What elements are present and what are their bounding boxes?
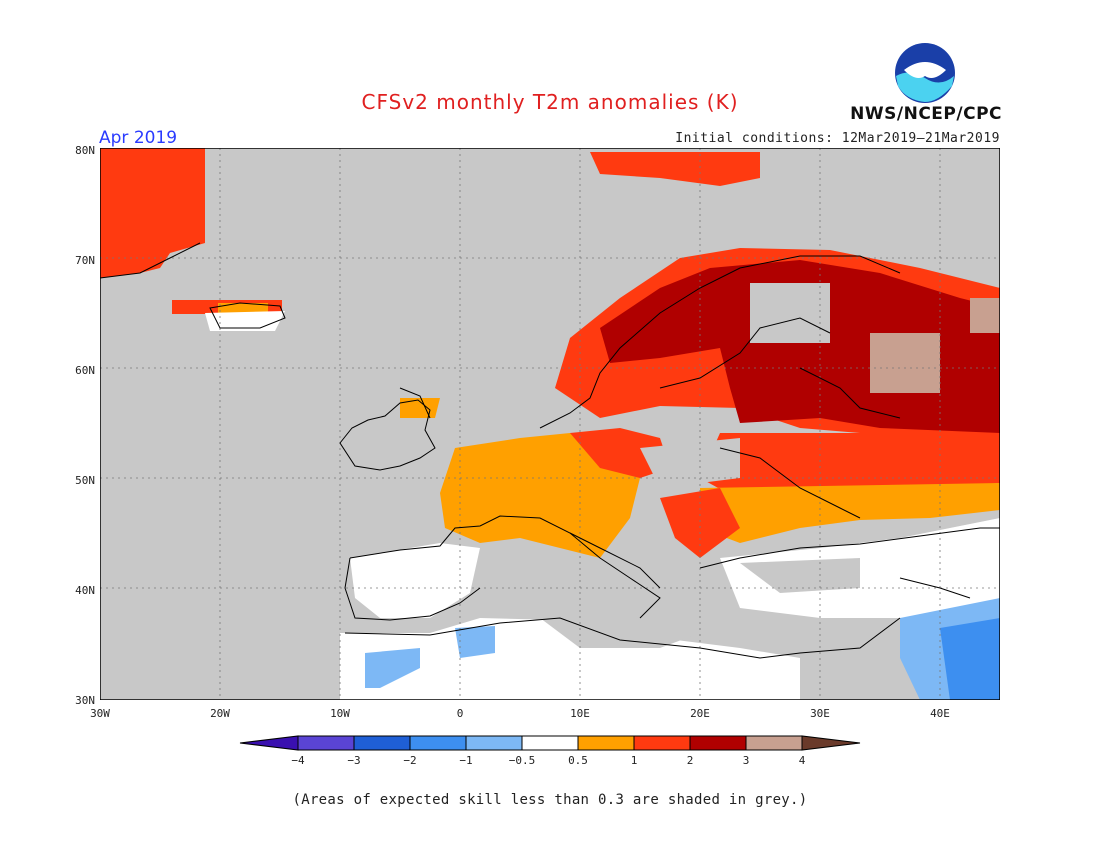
legend-tick-label: −1 [459, 754, 472, 767]
legend-swatch [409, 735, 467, 751]
noaa-logo-icon [895, 43, 955, 103]
legend-tick-label: −0.5 [509, 754, 536, 767]
greenland-anomaly [100, 148, 205, 278]
lon-label: 10E [570, 707, 590, 720]
axis-labels: 80N 70N 60N 50N 40N 30N 30W 20W 10W 0 10… [75, 144, 950, 720]
aegean-grey [740, 558, 860, 593]
legend-tick-label: −4 [291, 754, 305, 767]
central-red [570, 428, 670, 478]
legend-swatch [633, 735, 691, 751]
anomaly-map [100, 148, 1000, 700]
coastlines [100, 242, 1000, 659]
legend-tick-label: 0.5 [568, 754, 588, 767]
legend-swatch [689, 735, 747, 751]
legend-swatches [239, 735, 861, 751]
legend-arrow-low [239, 735, 299, 751]
svalbard-anomaly [590, 152, 760, 186]
lat-label: 30N [75, 694, 95, 707]
lon-label: 10W [330, 707, 350, 720]
warm-patch-1 [870, 333, 940, 393]
uk-orange [400, 398, 440, 418]
legend-tick-label: 3 [743, 754, 750, 767]
legend-tick-label: 4 [799, 754, 806, 767]
lon-label: 40E [930, 707, 950, 720]
lat-label: 50N [75, 474, 95, 487]
legend-swatch [353, 735, 411, 751]
lat-label-group: 80N 70N 60N 50N 40N 30N [75, 144, 95, 707]
lat-label: 60N [75, 364, 95, 377]
footnote: (Areas of expected skill less than 0.3 a… [292, 792, 808, 808]
levant-blue-dark [940, 618, 1000, 700]
legend-tick-label: −2 [403, 754, 416, 767]
iberia-white [350, 543, 480, 618]
legend-swatch [465, 735, 523, 751]
lon-label: 30E [810, 707, 830, 720]
legend-tick-label: −3 [347, 754, 360, 767]
lon-label: 0 [457, 707, 464, 720]
initial-conditions: Initial conditions: 12Mar2019–21Mar2019 [675, 131, 1000, 146]
lon-label: 30W [90, 707, 110, 720]
north-africa-white [340, 618, 800, 700]
agency-label: NWS/NCEP/CPC [850, 104, 1002, 124]
algeria-blue [455, 626, 495, 658]
warm-patch-2 [970, 298, 1000, 333]
legend-swatch [297, 735, 355, 751]
legend-swatch [745, 735, 803, 751]
germany-grey [640, 438, 740, 488]
lon-label: 20E [690, 707, 710, 720]
grey-patch-finland [750, 283, 830, 343]
grid-lines [100, 148, 1000, 700]
lon-label-group: 30W 20W 10W 0 10E 20E 30E 40E [90, 707, 950, 720]
color-legend: −4 −3 −2 −1 −0.5 0.5 1 2 3 4 [239, 735, 861, 767]
lat-label: 40N [75, 584, 95, 597]
forecast-month: Apr 2019 [99, 128, 178, 148]
legend-tick-label: 1 [631, 754, 638, 767]
legend-arrow-high [801, 735, 861, 751]
legend-swatch [577, 735, 635, 751]
west-europe-orange [440, 433, 640, 558]
legend-tick-labels: −4 −3 −2 −1 −0.5 0.5 1 2 3 4 [291, 754, 805, 767]
chart-title: CFSv2 monthly T2m anomalies (K) [361, 90, 739, 114]
morocco-blue [365, 648, 420, 688]
legend-tick-label: 2 [687, 754, 694, 767]
balkans-red [660, 488, 740, 558]
east-red-band [700, 433, 1000, 500]
lat-label: 70N [75, 254, 95, 267]
lat-label: 80N [75, 144, 95, 157]
legend-swatch [521, 735, 579, 751]
lon-label: 20W [210, 707, 230, 720]
